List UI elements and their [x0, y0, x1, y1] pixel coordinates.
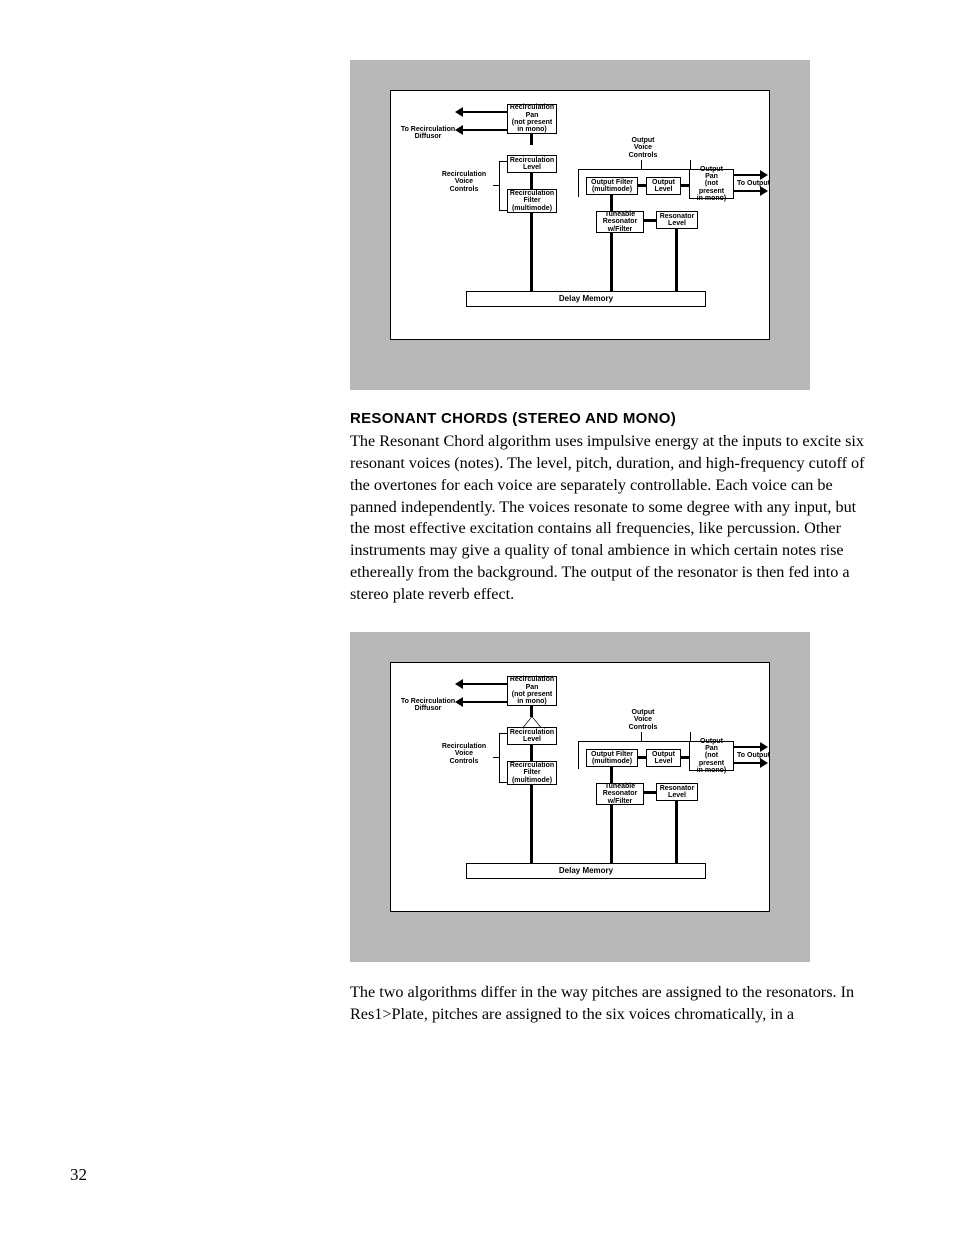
body-paragraph-1: The Resonant Chord algorithm uses impuls…	[350, 431, 874, 606]
arrow-line	[734, 746, 762, 748]
to-recirc-diffusor-label: To RecirculationDiffusor	[399, 698, 457, 713]
delay-memory-box: Delay Memory	[466, 291, 706, 307]
connector-line	[610, 767, 613, 783]
spacer	[350, 606, 874, 632]
bracket-line	[641, 160, 642, 169]
connector-line	[530, 785, 533, 863]
bracket-line	[499, 782, 507, 783]
signal-flow-diagram-2: To RecirculationDiffusor RecirculationVo…	[350, 632, 810, 962]
connector-line	[638, 184, 646, 187]
bracket-line	[578, 741, 690, 742]
recirc-pan-box: RecirculationPan(not presentin mono)	[507, 676, 557, 706]
connector-line	[610, 805, 613, 863]
signal-flow-diagram-1: To RecirculationDiffusor RecirculationVo…	[350, 60, 810, 390]
arrow-line	[461, 683, 507, 685]
bracket-line	[499, 161, 500, 211]
arrow-line	[734, 190, 762, 192]
arrow-left-icon	[455, 697, 463, 707]
section-heading: RESONANT CHORDS (STEREO AND MONO)	[350, 410, 874, 427]
tuneable-resonator-box: TuneableResonatorw/Filter	[596, 783, 644, 805]
arrow-line	[461, 111, 507, 113]
arrow-left-icon	[455, 107, 463, 117]
bracket-line	[499, 210, 507, 211]
bracket-line	[493, 757, 499, 758]
output-voice-controls-label: OutputVoiceControls	[623, 709, 663, 731]
arrow-line	[461, 701, 507, 703]
output-level-box: OutputLevel	[646, 749, 681, 767]
connector-line	[530, 134, 533, 145]
bracket-line	[578, 741, 579, 769]
output-filter-box: Output Filter(multimode)	[586, 177, 638, 195]
connector-line	[681, 756, 689, 759]
connector-line	[675, 229, 678, 291]
content-column: To RecirculationDiffusor RecirculationVo…	[350, 60, 874, 1026]
to-recirc-diffusor-label: To RecirculationDiffusor	[399, 126, 457, 141]
bracket-line	[499, 733, 500, 783]
diagram-canvas: To RecirculationDiffusor RecirculationVo…	[390, 90, 770, 340]
recirc-level-box: RecirculationLevel	[507, 727, 557, 745]
arrow-line	[461, 129, 507, 131]
recirc-level-triangle-icon	[524, 717, 540, 727]
page-number: 32	[70, 1165, 87, 1185]
bracket-line	[493, 185, 499, 186]
arrow-left-icon	[455, 679, 463, 689]
arrow-right-icon	[760, 742, 768, 752]
arrow-line	[734, 762, 762, 764]
connector-line	[530, 213, 533, 291]
bracket-line	[690, 732, 691, 741]
connector-line	[644, 219, 656, 222]
recirc-level-box: RecirculationLevel	[507, 155, 557, 173]
output-level-box: OutputLevel	[646, 177, 681, 195]
recirc-level-triangle-icon	[524, 145, 540, 155]
output-filter-box: Output Filter(multimode)	[586, 749, 638, 767]
bracket-line	[578, 169, 579, 197]
connector-line	[530, 706, 533, 717]
bracket-line	[499, 733, 507, 734]
connector-line	[675, 801, 678, 863]
arrow-left-icon	[455, 125, 463, 135]
recirc-filter-box: RecirculationFilter(multimode)	[507, 189, 557, 213]
arrow-right-icon	[760, 758, 768, 768]
connector-line	[530, 745, 533, 761]
recirc-voice-controls-label: RecirculationVoiceControls	[435, 171, 493, 193]
connector-line	[644, 791, 656, 794]
delay-memory-box: Delay Memory	[466, 863, 706, 879]
arrow-right-icon	[760, 186, 768, 196]
connector-line	[638, 756, 646, 759]
arrow-line	[734, 174, 762, 176]
recirc-pan-box: RecirculationPan(not presentin mono)	[507, 104, 557, 134]
to-output-label: To Output	[731, 180, 776, 187]
connector-line	[530, 173, 533, 189]
arrow-right-icon	[760, 170, 768, 180]
connector-line	[610, 233, 613, 291]
bracket-line	[690, 160, 691, 169]
bracket-line	[578, 169, 690, 170]
recirc-filter-box: RecirculationFilter(multimode)	[507, 761, 557, 785]
diagram-canvas: To RecirculationDiffusor RecirculationVo…	[390, 662, 770, 912]
connector-line	[610, 195, 613, 211]
resonator-level-box: ResonatorLevel	[656, 211, 698, 229]
output-pan-box: OutputPan(not presentin mono)	[689, 169, 734, 199]
bracket-line	[641, 732, 642, 741]
to-output-label: To Output	[731, 752, 776, 759]
page: To RecirculationDiffusor RecirculationVo…	[0, 0, 954, 1235]
output-pan-box: OutputPan(not presentin mono)	[689, 741, 734, 771]
output-voice-controls-label: OutputVoiceControls	[623, 137, 663, 159]
body-paragraph-2: The two algorithms differ in the way pit…	[350, 982, 874, 1026]
connector-line	[681, 184, 689, 187]
tuneable-resonator-box: TuneableResonatorw/Filter	[596, 211, 644, 233]
resonator-level-box: ResonatorLevel	[656, 783, 698, 801]
recirc-voice-controls-label: RecirculationVoiceControls	[435, 743, 493, 765]
bracket-line	[499, 161, 507, 162]
